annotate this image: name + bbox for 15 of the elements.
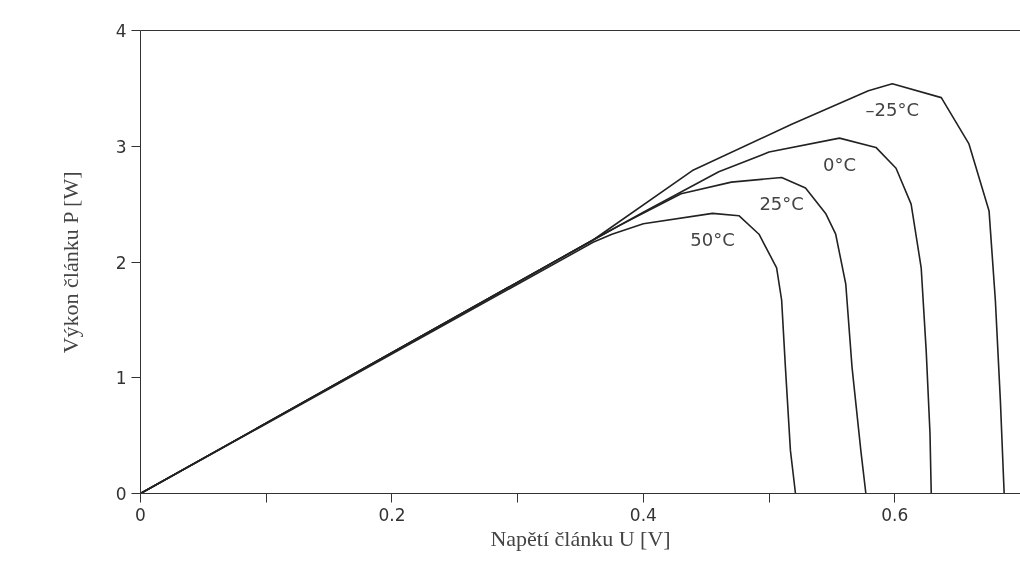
x-tick-label: 0.4 xyxy=(629,504,657,525)
x-tick-label: 0 xyxy=(135,504,146,525)
y-tick-label: 1 xyxy=(115,368,127,389)
x-tick-label: 0.2 xyxy=(378,504,406,525)
y-tick-label: 2 xyxy=(115,252,127,273)
y-tick-label: 0 xyxy=(115,484,127,504)
y-axis-title: Výkon článku P [W] xyxy=(57,171,83,354)
x-tick-label: 0.6 xyxy=(881,504,909,525)
series-label: 0°C xyxy=(822,153,856,175)
y-tick-label: 4 xyxy=(115,21,127,41)
series-label: 50°C xyxy=(690,228,735,250)
x-axis-title: Napětí článku U [V] xyxy=(490,525,671,551)
series-label: 25°C xyxy=(759,193,804,214)
y-tick-label: 3 xyxy=(115,136,127,157)
series-label: –25°C xyxy=(865,99,920,121)
